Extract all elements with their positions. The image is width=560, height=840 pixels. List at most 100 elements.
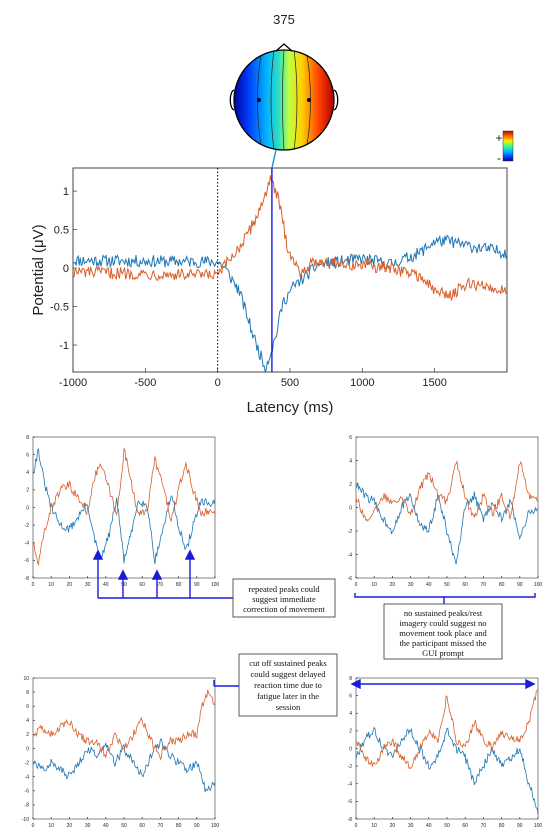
x-tick-label: 500 [281, 377, 299, 389]
x-tick-label: 30 [85, 823, 91, 829]
x-tick-label: 80 [176, 823, 182, 829]
x-tick-label: 100 [534, 582, 543, 588]
x-tick-label: 90 [194, 823, 200, 829]
x-tick-label: 50 [121, 823, 127, 829]
x-tick-label: 1500 [422, 377, 446, 389]
x-tick-label: 1000 [350, 377, 374, 389]
trial-panel-2: 0 10 20 30 40 50 60 70 80 90 100 -6 -4 -2 0 2 4 6 [348, 435, 543, 588]
y-tick-label: -8 [348, 817, 353, 823]
orange-series-line [32, 689, 216, 761]
x-tick-label: 20 [390, 823, 396, 829]
y-tick-label: -2 [348, 764, 353, 770]
y-tick-label: -4 [25, 541, 30, 547]
electrode-left [257, 98, 261, 102]
y-tick-label: 0 [26, 746, 29, 752]
y-tick-label: 2 [349, 482, 352, 488]
colorbar: + - [495, 130, 514, 165]
x-tick-label: 60 [462, 823, 468, 829]
x-tick-label: 0 [32, 582, 35, 588]
trial-panel-1: 0 10 20 30 40 50 60 70 80 90 100 -8 -6 -4 -2 0 2 4 6 8 [25, 435, 220, 588]
y-tick-label: -6 [348, 576, 353, 582]
nose-outline [275, 43, 293, 52]
y-tick-label: 8 [26, 435, 29, 441]
y-tick-label: -1 [59, 340, 69, 352]
x-tick-label: 20 [390, 582, 396, 588]
colorbar-minus-label: - [497, 151, 501, 165]
x-tick-label: 0 [215, 377, 221, 389]
y-tick-label: -2 [348, 529, 353, 535]
y-tick-label: 6 [349, 693, 352, 699]
annotation-2-line-3: movement took place and [399, 628, 487, 638]
orange-series-line [72, 175, 508, 302]
x-tick-label: 30 [408, 823, 414, 829]
head-connector-line [271, 149, 277, 169]
annotation-double-arrow [350, 678, 536, 690]
x-tick-label: 50 [444, 823, 450, 829]
annotation-3-line-4: fatigue later in the [257, 691, 319, 701]
x-tick-label: 20 [67, 823, 73, 829]
y-tick-label: 0 [26, 505, 29, 511]
blue-series-line [72, 234, 508, 374]
plot-frame [32, 436, 216, 579]
x-tick-label: 70 [158, 582, 164, 588]
left-ear-outline [229, 89, 235, 111]
y-tick-label: 6 [349, 435, 352, 441]
x-tick-label: 60 [462, 582, 468, 588]
x-tick-label: 40 [426, 823, 432, 829]
x-tick-label: 100 [211, 823, 220, 829]
y-tick-label: -6 [25, 789, 30, 795]
blue-series-line [355, 726, 539, 815]
right-ear-outline [333, 89, 339, 111]
y-tick-label: 8 [349, 676, 352, 682]
annotation-3-line-5: session [276, 702, 301, 712]
y-tick-label: -6 [348, 799, 353, 805]
y-tick-label: -8 [25, 576, 30, 582]
y-tick-label: -4 [25, 774, 30, 780]
y-tick-label: -6 [25, 558, 30, 564]
erp-main-chart: -1000 -500 0 500 1000 1500 -1 -0.5 0 0.5 1 Latency … [30, 149, 508, 416]
x-tick-label: 0 [32, 823, 35, 829]
x-tick-label: 40 [426, 582, 432, 588]
x-tick-label: 90 [517, 582, 523, 588]
annotation-1-line-2: suggest immediate [252, 594, 316, 604]
y-tick-label: -8 [25, 803, 30, 809]
y-tick-label: 1 [63, 186, 69, 198]
annotation-2-line-2: imagery could suggest no [399, 618, 486, 628]
orange-series-line [355, 460, 539, 522]
x-tick-label: 10 [371, 582, 377, 588]
annotation-repeated-peaks: repeated peaks could suggest immediate c… [92, 549, 336, 618]
annotation-2-line-5: GUI prompt [422, 648, 464, 658]
x-tick-label: 80 [176, 582, 182, 588]
x-tick-label: 90 [194, 582, 200, 588]
x-tick-label: 100 [211, 582, 220, 588]
y-tick-label: 0 [349, 505, 352, 511]
y-tick-label: -10 [22, 817, 29, 823]
x-tick-label: 10 [48, 823, 54, 829]
annotation-cut-off-peaks: cut off sustained peaks could suggest de… [213, 653, 338, 717]
x-tick-label: 100 [534, 823, 543, 829]
annotation-no-sustained-peaks: no sustained peaks/rest imagery could su… [354, 593, 536, 660]
blue-series-line [32, 738, 216, 793]
y-tick-label: 2 [26, 488, 29, 494]
x-tick-label: 60 [139, 823, 145, 829]
annotation-2-line-1: no sustained peaks/rest [404, 608, 483, 618]
x-tick-label: -1000 [59, 377, 87, 389]
x-tick-label: 70 [158, 823, 164, 829]
x-tick-label: 0 [355, 582, 358, 588]
x-tick-label: 80 [499, 823, 505, 829]
x-tick-label: 40 [103, 582, 109, 588]
y-tick-label: 0 [349, 746, 352, 752]
y-tick-label: 4 [349, 711, 352, 717]
x-tick-label: 50 [444, 582, 450, 588]
x-tick-label: 10 [48, 582, 54, 588]
x-tick-label: 30 [85, 582, 91, 588]
chart-title: 375 [273, 12, 295, 27]
plot-frame [72, 167, 508, 373]
y-tick-label: 4 [26, 718, 29, 724]
y-tick-label: 2 [349, 729, 352, 735]
blue-series-line [355, 482, 538, 565]
topography-head-map [229, 43, 339, 151]
y-axis-label: Potential (μV) [30, 224, 47, 315]
x-tick-label: 80 [499, 582, 505, 588]
